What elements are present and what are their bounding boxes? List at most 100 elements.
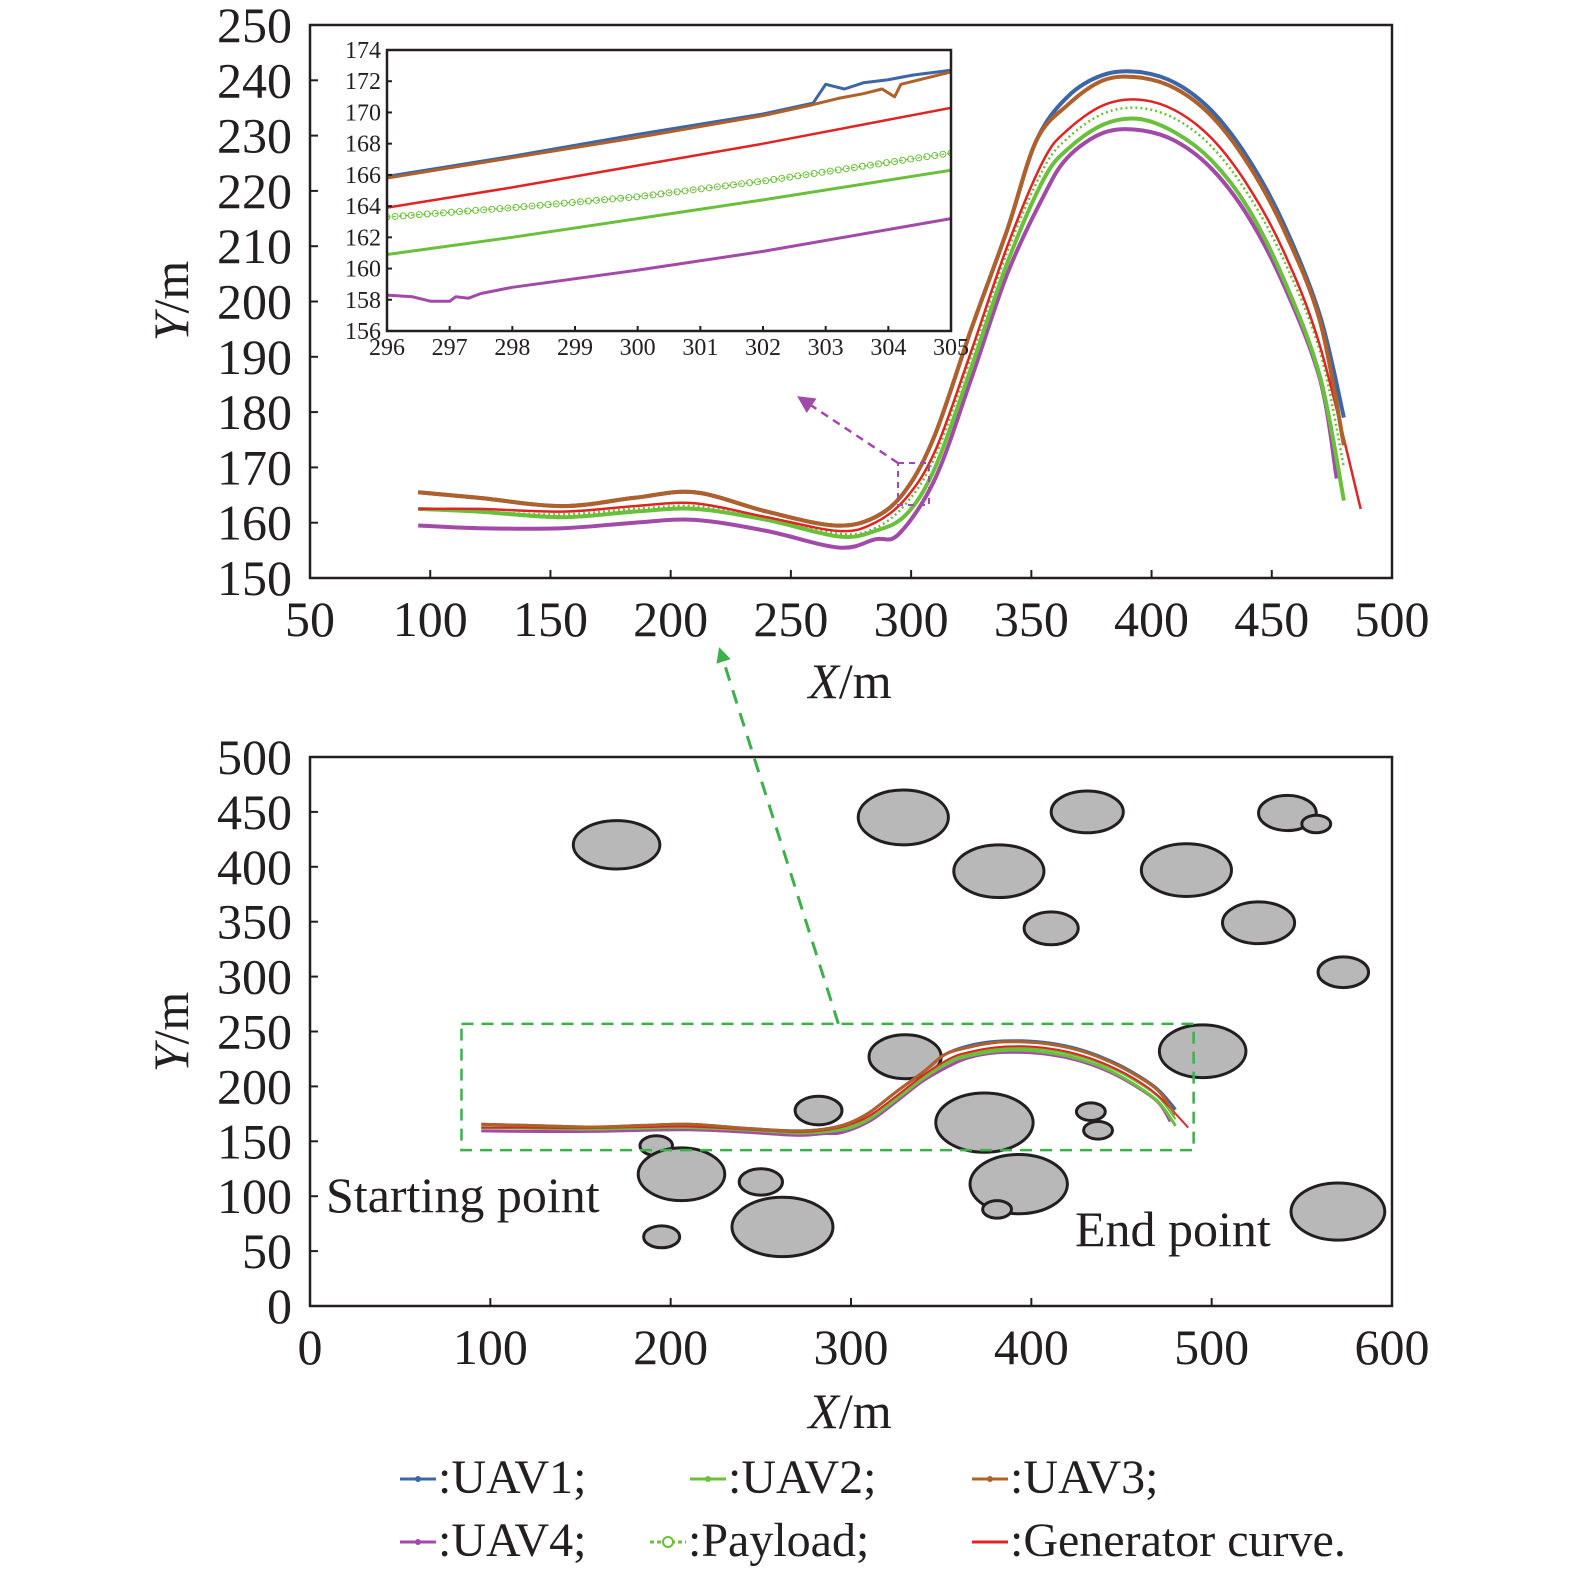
top-y-tick-label: 170 [217,439,292,495]
top-x-axis-title: X/m [806,653,891,709]
inset-x-tick-label: 298 [494,335,530,361]
bottom-y-tick-label: 300 [217,949,292,1005]
payload-marker [802,171,810,179]
payload-marker [480,206,488,214]
payload-marker [874,160,882,168]
payload-marker [681,187,689,195]
inset-series-generator-curve [387,106,951,209]
top-y-tick-label: 250 [217,0,292,53]
obstacle [981,1199,1013,1220]
inset-series-lines [387,68,951,303]
bottom-x-tick-label: 200 [633,1319,708,1375]
obstacle [1074,1101,1107,1122]
payload-marker [754,178,762,186]
payload-marker [665,189,673,197]
obstacle [1316,955,1371,990]
bottom-y-tick-label: 400 [217,839,292,895]
legend-item-uav1: :UAV1; [400,1451,586,1504]
end-point-label: End point [1075,1201,1271,1257]
top-x-tick-label: 100 [393,591,468,647]
payload-marker [584,197,592,205]
legend-item-payload: :Payload; [650,1514,869,1567]
payload-marker [512,203,520,211]
obstacle [1157,1023,1248,1080]
obstacle [856,788,950,847]
legend-label: :UAV2; [728,1451,876,1504]
bottom-y-tick-label: 0 [267,1278,292,1334]
inset-y-tick-label: 174 [345,38,381,64]
obstacle [793,1094,844,1127]
legend-marker [415,1476,421,1482]
legend-label: :UAV3; [1010,1451,1158,1504]
payload-marker [818,168,826,176]
obstacle [1220,900,1297,946]
obstacle [934,1091,1035,1154]
payload-marker [729,181,737,189]
payload-marker [641,192,649,200]
payload-marker [657,190,665,198]
legend-marker [415,1539,421,1545]
bottom-y-tick-label: 150 [217,1113,292,1169]
payload-marker [939,150,947,158]
bottom-x-tick-label: 300 [814,1319,889,1375]
payload-marker [834,166,842,174]
top-y-tick-label: 210 [217,218,292,274]
payload-marker [899,156,907,164]
inset-y-tick-label: 164 [345,194,381,220]
payload-marker [464,207,472,215]
payload-marker [778,174,786,182]
payload-marker [391,212,399,220]
payload-marker [866,161,874,169]
legend-item-uav3: :UAV3; [972,1451,1158,1504]
bottom-series-generator-curve [481,1045,1189,1134]
obstacle [636,1146,727,1203]
top-panel: 50 100 150 200 250 300 350 400 450 50015016017018… [143,0,1430,709]
payload-marker [399,212,407,220]
obstacle [1139,842,1234,898]
bottom-x-axis-title: X/m [806,1383,891,1439]
payload-marker [552,200,560,208]
bottom-series-uav3 [481,1040,1177,1133]
payload-marker [387,213,391,221]
inset-x-tick-label: 297 [432,335,468,361]
legend-item-generator-curve: :Generator curve. [972,1514,1346,1567]
top-y-tick-label: 150 [217,550,292,606]
payload-marker [456,208,464,216]
inset-x-tick-label: 303 [808,335,844,361]
payload-marker [407,211,415,219]
payload-marker [592,196,600,204]
legend-label: :UAV4; [438,1514,586,1567]
top-zoom-region [897,462,930,506]
top-y-tick-label: 220 [217,163,292,219]
zoom-arrow [716,647,840,1025]
legend-item-uav4: :UAV4; [400,1514,586,1567]
payload-marker [947,149,951,157]
payload-marker [520,203,528,211]
payload-marker [439,209,447,217]
obstacle [1082,1120,1114,1141]
payload-marker [746,179,754,187]
top-series-lines [418,69,1362,550]
payload-marker [891,157,899,165]
inset-series-uav2 [387,168,951,256]
top-y-tick-label: 200 [217,274,292,330]
payload-marker [625,194,633,202]
inset-background [387,50,951,331]
start-point-label: Starting point [326,1167,600,1223]
payload-marker [842,165,850,173]
top-x-tick-label: 50 [285,591,335,647]
inset-x-tick-label: 304 [870,335,906,361]
payload-marker [738,180,746,188]
payload-marker [673,188,681,196]
payload-marker [931,151,939,159]
inset-y-tick-label: 158 [345,288,381,314]
top-y-tick-label: 160 [217,495,292,551]
payload-marker [472,206,480,214]
inset-x-tick-label: 301 [682,335,718,361]
inset-ticks: 296 297 298 299 300 301 302 303 304 305 156 158 160 1… [345,38,969,361]
payload-marker [907,155,915,163]
inset-series-uav3 [387,70,951,180]
inset-frame [385,48,953,333]
payload-marker [915,154,923,162]
payload-marker [697,185,705,193]
